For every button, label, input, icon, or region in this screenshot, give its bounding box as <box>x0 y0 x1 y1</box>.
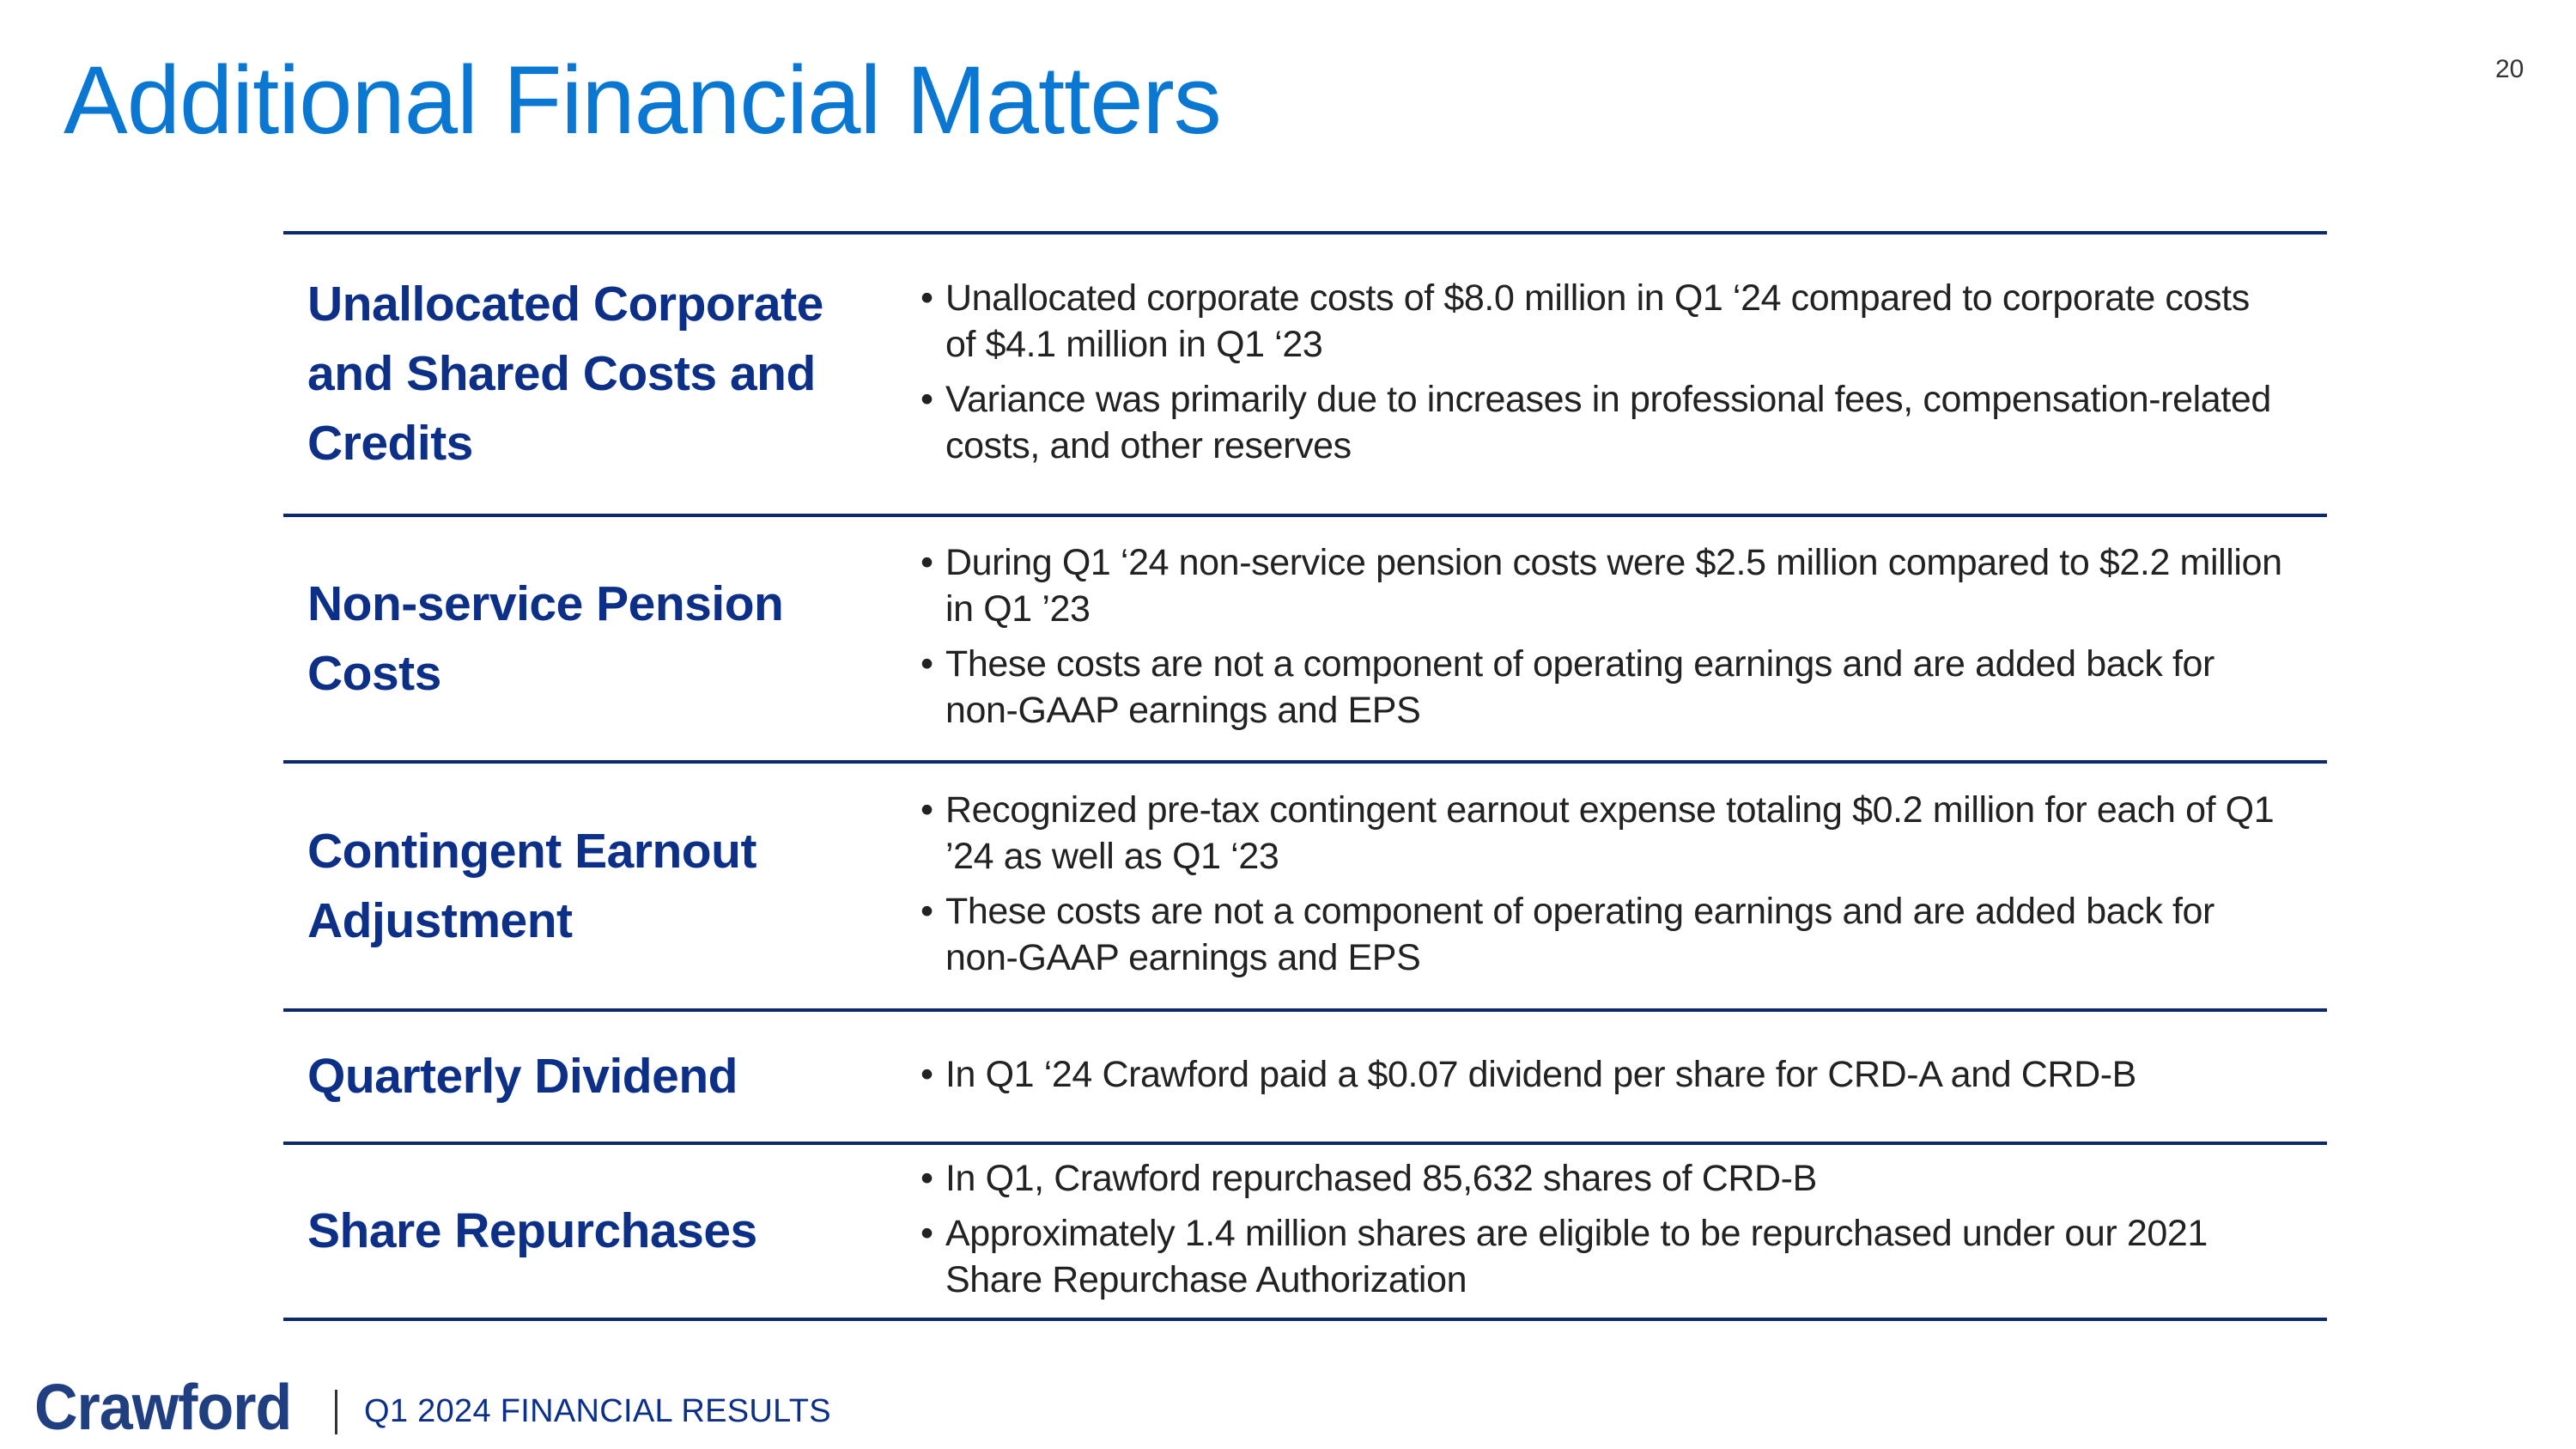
bullet-item: • In Q1 ‘24 Crawford paid a $0.07 dividen… <box>867 1051 2327 1098</box>
divider <box>283 760 2327 764</box>
bullet-icon: • <box>920 1212 933 1254</box>
bullet-item: • Unallocated corporate costs of $8.0 mil… <box>867 275 2327 368</box>
row-heading: Quarterly Dividend <box>307 1049 738 1104</box>
row-earnout: Contingent Earnout Adjustment • Recognize… <box>283 764 2327 1008</box>
row-heading: Unallocated Corporate and Shared Costs a… <box>307 277 823 471</box>
divider <box>283 1008 2327 1012</box>
row-unallocated-costs: Unallocated Corporate and Shared Costs a… <box>283 234 2327 514</box>
matters-table: Unallocated Corporate and Shared Costs a… <box>283 231 2327 1321</box>
divider <box>283 1142 2327 1145</box>
bullet-icon: • <box>920 1053 933 1095</box>
bullet-icon: • <box>920 642 933 685</box>
divider <box>283 231 2327 234</box>
bullet-item: • Approximately 1.4 million shares are el… <box>867 1210 2327 1303</box>
bullet-icon: • <box>920 541 933 583</box>
bullet-item: • These costs are not a component of oper… <box>867 888 2327 981</box>
crawford-logo: Crawford <box>34 1370 292 1444</box>
row-heading: Non-service Pension Costs <box>307 575 784 701</box>
bullet-icon: • <box>920 788 933 831</box>
row-repurchases: Share Repurchases • In Q1, Crawford repur… <box>283 1145 2327 1318</box>
page-number: 20 <box>2495 55 2524 83</box>
divider <box>283 1318 2327 1321</box>
page-title: Additional Financial Matters <box>64 46 1222 154</box>
row-dividend: Quarterly Dividend • In Q1 ‘24 Crawford p… <box>283 1012 2327 1142</box>
bullet-item: • Recognized pre-tax contingent earnout e… <box>867 787 2327 880</box>
bullet-item: • Variance was primarily due to increases… <box>867 376 2327 469</box>
divider <box>283 514 2327 517</box>
row-pension-costs: Non-service Pension Costs • During Q1 ‘24… <box>283 517 2327 760</box>
bullet-icon: • <box>920 277 933 319</box>
row-heading: Contingent Earnout Adjustment <box>307 823 756 948</box>
bullet-icon: • <box>920 890 933 932</box>
footer-subtitle: Q1 2024 FINANCIAL RESULTS <box>364 1393 831 1429</box>
footer-divider <box>335 1390 337 1434</box>
bullet-icon: • <box>920 1157 933 1199</box>
bullet-icon: • <box>920 378 933 420</box>
bullet-item: • During Q1 ‘24 non-service pension costs… <box>867 539 2327 632</box>
bullet-item: • In Q1, Crawford repurchased 85,632 shar… <box>867 1155 2327 1202</box>
bullet-item: • These costs are not a component of oper… <box>867 641 2327 734</box>
row-heading: Share Repurchases <box>307 1203 757 1258</box>
